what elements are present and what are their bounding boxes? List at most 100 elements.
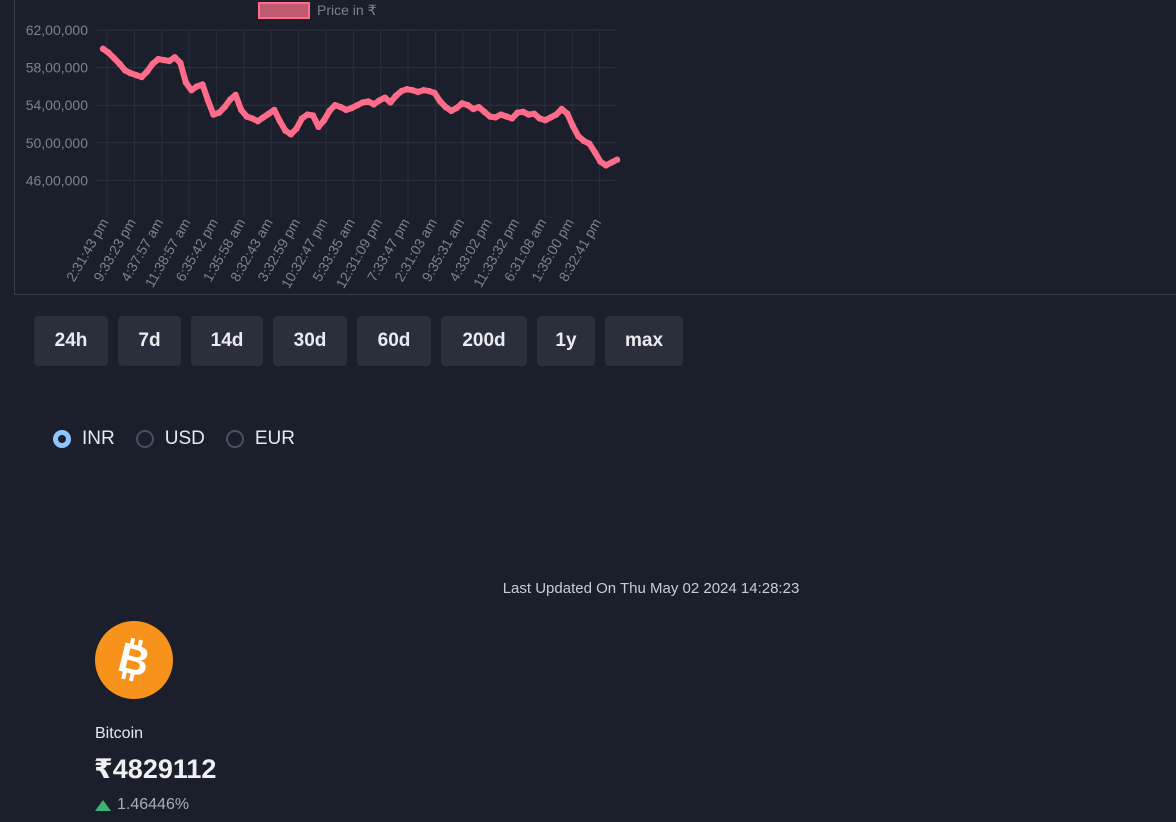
price-point xyxy=(564,110,571,117)
coin-name: Bitcoin xyxy=(95,725,144,742)
price-point xyxy=(492,114,499,121)
price-point xyxy=(414,88,422,96)
price-point xyxy=(271,106,278,114)
price-point xyxy=(503,113,510,120)
price-point xyxy=(304,111,311,118)
price-point xyxy=(591,149,599,156)
legend-swatch xyxy=(258,2,310,19)
range-button-7d[interactable]: 7d xyxy=(118,316,181,366)
price-change: 1.46446% xyxy=(95,796,189,814)
price-point xyxy=(138,73,145,81)
price-point xyxy=(542,117,549,124)
price-chart-panel: 62,00,000 58,00,000 54,00,000 50,00,000 46,0… xyxy=(14,0,1176,295)
range-button-1y[interactable]: 1y xyxy=(537,316,595,366)
price-point xyxy=(464,102,471,109)
price-point xyxy=(508,115,516,122)
price-point xyxy=(282,127,289,134)
range-button-30d[interactable]: 30d xyxy=(273,316,347,366)
price-point xyxy=(486,113,494,120)
price-point xyxy=(199,81,206,88)
price-point xyxy=(116,60,123,67)
price-point xyxy=(127,70,134,77)
price-point xyxy=(188,87,195,94)
price-point xyxy=(403,86,411,93)
price-point xyxy=(110,55,118,62)
range-button-200d[interactable]: 200d xyxy=(441,316,527,366)
price-point xyxy=(160,56,167,64)
time-range-bar: 24h 7d 14d 30d 60d 200d 1y max xyxy=(34,316,683,366)
radio-checked-icon[interactable] xyxy=(53,430,71,448)
range-button-24h[interactable]: 24h xyxy=(34,316,108,366)
price-point xyxy=(287,131,295,138)
currency-option-usd[interactable]: USD xyxy=(135,428,205,450)
price-point xyxy=(155,55,162,63)
price-point xyxy=(497,111,505,118)
price-point xyxy=(398,87,405,95)
price-point xyxy=(315,123,322,130)
price-point xyxy=(354,102,361,109)
price-point xyxy=(149,60,156,67)
price-point xyxy=(530,110,538,117)
price-point xyxy=(448,107,455,115)
price-point xyxy=(525,111,532,118)
price-change-value: 1.46446% xyxy=(117,796,190,813)
price-point xyxy=(392,92,400,100)
price-point xyxy=(343,106,350,114)
price-point xyxy=(238,106,245,114)
price-point xyxy=(387,99,394,106)
price-point xyxy=(558,105,565,113)
price-point xyxy=(381,94,389,101)
range-button-60d[interactable]: 60d xyxy=(357,316,431,366)
price-point xyxy=(436,98,444,105)
currency-option-eur[interactable]: EUR xyxy=(225,428,295,450)
currency-selector: INR USD EUR xyxy=(53,428,316,450)
price-point xyxy=(99,45,107,52)
price-point xyxy=(420,87,427,94)
price-line xyxy=(100,45,620,169)
price-point xyxy=(177,59,184,67)
radio-unchecked-icon[interactable] xyxy=(135,430,154,448)
last-updated-text: Last Updated On Thu May 02 2024 14:28:23 xyxy=(502,580,800,597)
price-point xyxy=(348,104,355,112)
price-chart: 62,00,000 58,00,000 54,00,000 50,00,000 46,0… xyxy=(26,2,621,291)
price-point xyxy=(613,156,621,163)
legend-label: Price in ₹ xyxy=(317,2,377,18)
arrow-up-icon xyxy=(95,799,111,811)
price-point xyxy=(481,108,488,116)
price-point xyxy=(320,117,328,124)
price-point xyxy=(575,133,582,140)
price-point xyxy=(586,140,593,147)
price-point xyxy=(215,109,223,116)
price-point xyxy=(514,109,521,116)
price-point xyxy=(171,54,178,61)
price-point xyxy=(105,49,112,56)
price-point xyxy=(144,68,151,75)
price-point xyxy=(337,103,344,111)
price-point xyxy=(254,118,261,125)
price-point xyxy=(309,112,317,119)
price-point xyxy=(580,137,587,145)
currency-label: INR xyxy=(82,428,115,449)
price-point xyxy=(602,162,610,169)
currency-option-inr[interactable]: INR xyxy=(53,428,115,450)
price-point xyxy=(536,115,543,122)
currency-label: USD xyxy=(164,428,205,449)
price-point xyxy=(298,115,306,122)
price-point xyxy=(182,79,190,86)
price-point xyxy=(425,87,433,95)
price-point xyxy=(243,113,250,120)
range-button-14d[interactable]: 14d xyxy=(191,316,263,366)
y-tick-label: 46,00,000 xyxy=(26,172,88,188)
radio-unchecked-icon[interactable] xyxy=(225,430,244,448)
price-point xyxy=(409,87,416,94)
price-point xyxy=(547,114,554,121)
price-point xyxy=(453,104,460,112)
price-point xyxy=(133,71,140,79)
price-point xyxy=(519,108,527,116)
price-point xyxy=(376,97,383,104)
range-button-max[interactable]: max xyxy=(605,316,683,366)
y-tick-label: 62,00,000 xyxy=(26,22,88,38)
currency-label: EUR xyxy=(254,428,295,449)
y-tick-label: 50,00,000 xyxy=(26,135,88,151)
price-point xyxy=(210,111,217,118)
